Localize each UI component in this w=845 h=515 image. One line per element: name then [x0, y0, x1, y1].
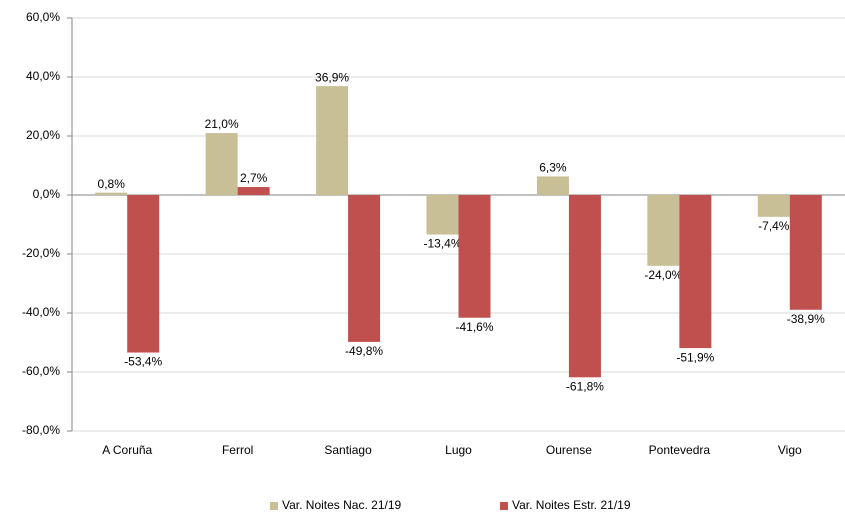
y-tick-label: 40,0%	[26, 69, 60, 83]
bar	[316, 86, 349, 195]
data-label: -53,4%	[124, 355, 162, 369]
data-label: -38,9%	[787, 312, 825, 326]
x-tick-label: Santiago	[324, 443, 372, 457]
data-label: 21,0%	[205, 117, 239, 131]
x-tick-label: Pontevedra	[649, 443, 711, 457]
x-tick-label: Vigo	[778, 443, 802, 457]
y-tick-label: -80,0%	[22, 423, 60, 437]
bar	[237, 187, 270, 195]
bar	[127, 195, 160, 353]
legend-label: Var. Noites Nac. 21/19	[282, 498, 402, 512]
legend-swatch	[500, 502, 508, 510]
data-label: -7,4%	[758, 219, 790, 233]
bar	[757, 195, 790, 217]
data-label: -13,4%	[423, 237, 461, 251]
data-label: 6,3%	[539, 161, 567, 175]
bar	[536, 176, 569, 195]
bar	[458, 195, 491, 318]
data-label: -24,0%	[644, 268, 682, 282]
x-tick-label: A Coruña	[102, 443, 152, 457]
data-label: -61,8%	[566, 379, 604, 393]
bar	[348, 195, 381, 342]
data-label: 0,8%	[98, 177, 126, 191]
bar	[205, 133, 238, 195]
data-label: 2,7%	[240, 171, 268, 185]
bar	[647, 195, 680, 266]
legend-swatch	[270, 502, 278, 510]
data-label: 36,9%	[315, 70, 349, 84]
y-tick-label: 0,0%	[33, 187, 61, 201]
x-tick-label: Lugo	[445, 443, 472, 457]
bar	[426, 195, 459, 235]
data-label: -41,6%	[455, 320, 493, 334]
y-tick-label: 20,0%	[26, 128, 60, 142]
bar	[568, 195, 601, 378]
x-tick-label: Ferrol	[222, 443, 253, 457]
bar	[95, 192, 128, 195]
y-tick-label: -60,0%	[22, 364, 60, 378]
legend-label: Var. Noites Estr. 21/19	[512, 498, 631, 512]
y-tick-label: -40,0%	[22, 305, 60, 319]
data-label: -49,8%	[345, 344, 383, 358]
y-tick-label: 60,0%	[26, 10, 60, 24]
x-tick-label: Ourense	[546, 443, 592, 457]
y-tick-label: -20,0%	[22, 246, 60, 260]
bar	[789, 195, 822, 310]
bar	[679, 195, 712, 349]
data-label: -51,9%	[676, 350, 714, 364]
